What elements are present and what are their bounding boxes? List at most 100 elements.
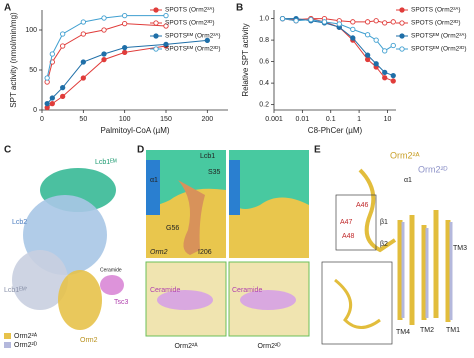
label: Ceramide [232,287,262,294]
data-point [321,19,328,25]
density-blue [146,160,160,215]
legend-marker [153,46,159,52]
data-point [390,19,396,25]
data-point [204,37,210,44]
data-point [80,75,86,81]
data-point [122,49,128,56]
data-point [382,75,388,81]
legend-label: SPOTS (Orm2²ᴰ) [411,20,461,27]
legend-label: SPOTSᴱᴹ (Orm2²ᴬ) [165,32,221,40]
data-point [382,20,388,26]
label: β2 [380,241,388,248]
y-tick-label: 0.4 [259,80,269,87]
legend-swatch [4,342,11,348]
data-point [390,78,396,84]
y-axis-label: Relative SPT activity [241,23,250,96]
data-point [373,37,379,43]
label: α1 [150,177,158,184]
label: α1 [404,177,412,184]
density-ceramide [178,180,205,255]
x-tick-label: 200 [201,116,213,123]
data-point [101,51,107,57]
tsc3-structure [100,275,124,295]
label: Orm2 [150,249,168,256]
lcb1p-structure [12,250,68,310]
data-point [49,100,55,107]
data-point [80,31,86,37]
legend-label: SPOTS (Orm2²ᴬ) [411,6,461,14]
panel-label: A [4,3,11,14]
legend-label: SPOTSᴱᴹ (Orm2²ᴰ) [411,46,467,53]
y-tick-label: 50 [29,67,37,74]
data-point [101,56,107,63]
caption: Orm2²ᴰ [258,343,281,350]
data-point [163,12,169,19]
x-tick-label: 50 [79,116,87,123]
label: TM4 [396,329,410,336]
data-point [350,26,356,33]
label: Tsc3 [114,299,129,306]
label: Lcb2 [12,219,27,226]
panel-label: E [314,145,321,156]
x-tick-label: 0.001 [265,116,283,123]
y-axis-label: SPT activity (nmol/min/mg) [9,12,18,108]
legend-swatch [4,333,11,339]
data-point [60,31,66,37]
data-point [122,20,128,27]
data-point [336,21,342,27]
data-point [44,75,50,81]
x-tick-label: 1 [357,116,361,123]
data-point [293,18,299,24]
data-point [101,15,107,21]
label: Lcb1 [200,153,215,160]
label: TM3 [453,245,467,252]
y-tick-label: 0.2 [259,101,269,108]
data-point [373,61,379,67]
data-point [101,27,107,33]
data-point [382,69,388,76]
x-tick-label: 150 [160,116,172,123]
label: S35 [208,169,221,176]
fit-line [282,18,394,52]
data-point [350,35,356,41]
density-lcb1 [146,150,226,205]
density-lcb1 [229,150,309,209]
label: Ceramide [100,267,122,273]
tm-helices [397,210,451,325]
legend-marker [399,33,405,39]
label: Orm2²ᴬ [390,150,420,160]
x-tick-label: 0 [40,116,44,123]
orm2-ribbon [358,168,397,253]
label: I206 [198,249,212,256]
data-point [364,56,371,63]
legend-marker [153,20,159,26]
data-point [390,42,396,49]
y-tick-label: 0.8 [259,37,269,44]
zoom-box [335,194,377,251]
label: A46 [356,202,369,209]
ceramide-density [157,290,213,310]
panel-label: C [4,145,11,156]
y-tick-label: 100 [25,27,37,34]
label: A47 [340,219,353,226]
legend-label: Orm2²ᴬ [14,332,38,340]
x-axis-label: C8-PhCer (µM) [308,126,363,135]
legend-marker [399,46,405,52]
data-point [49,51,55,57]
inset-box [321,261,393,345]
x-tick-label: 100 [119,116,131,123]
data-point [60,93,66,100]
legend-marker [153,33,159,39]
data-point [60,43,66,49]
y-tick-label: 1.0 [259,15,269,22]
legend-label: SPOTS (Orm2²ᴰ) [165,20,215,27]
density-blue [229,160,240,215]
legend-marker [399,20,405,26]
data-point [80,59,86,65]
legend-marker [153,7,159,13]
panel-e: E Orm2²ᴬ Orm2²ᴰ α1 A46 A47 A48 β1 β2 TM3… [314,145,467,345]
panel-label: D [137,145,144,156]
label: Orm2²ᴰ [418,164,448,174]
